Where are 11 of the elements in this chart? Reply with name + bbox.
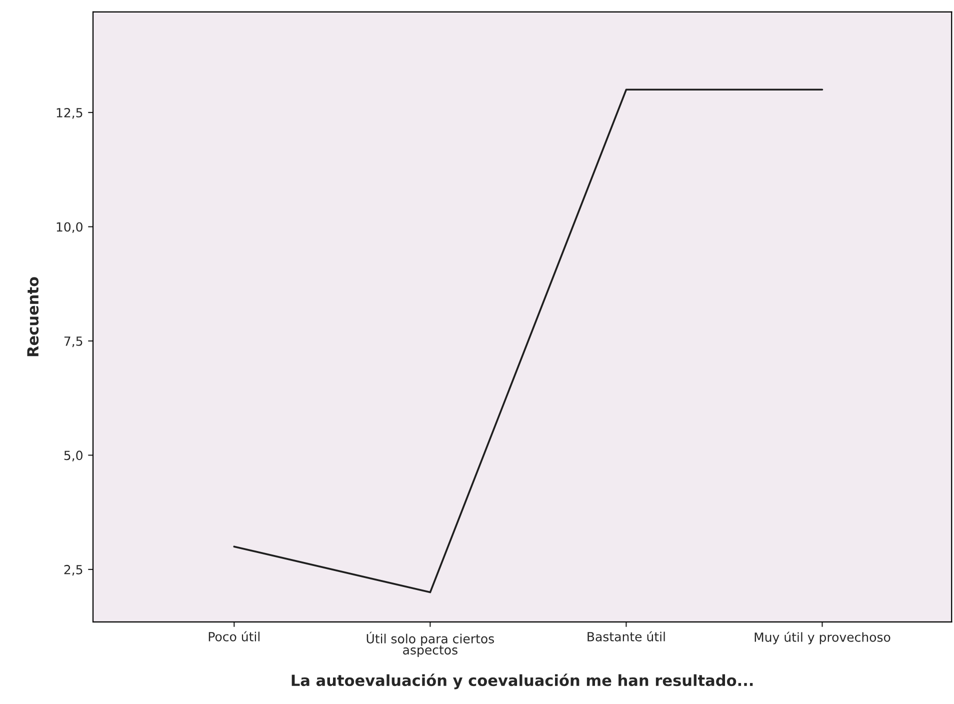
y-tick-label: 2,5	[64, 564, 82, 576]
x-tick-label: Útil solo para ciertos aspectos	[366, 632, 494, 658]
x-tick-label: Bastante útil	[588, 631, 665, 642]
x-axis-title: La autoevaluación y coevaluación me han resultado...	[292, 674, 753, 690]
y-tick-label: 7,5	[64, 336, 82, 348]
y-axis-title: Recuento	[27, 277, 39, 356]
y-tick-label: 10,0	[56, 222, 82, 233]
y-tick-label: 5,0	[64, 450, 82, 462]
x-tick-label: Poco útil	[208, 631, 260, 642]
x-tick-label: Muy útil y provechoso	[754, 632, 890, 644]
y-tick-label: 12,5	[56, 108, 82, 119]
